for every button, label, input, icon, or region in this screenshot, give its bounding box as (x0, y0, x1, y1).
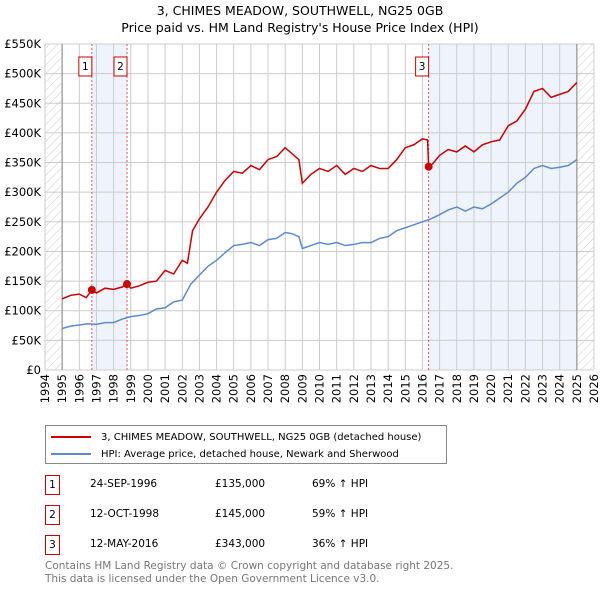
x-tick-label: 1994 (38, 374, 52, 403)
y-tick-label: £150K (4, 274, 41, 288)
x-tick-label: 1999 (124, 374, 138, 403)
sale-label-number: 1 (82, 61, 89, 73)
x-tick-label: 2008 (278, 374, 292, 403)
x-tick-label: 2021 (501, 374, 515, 403)
sale-label-number: 3 (419, 61, 426, 73)
series-line (61, 82, 578, 300)
y-tick-label: £250K (4, 215, 41, 229)
chart-title: 3, CHIMES MEADOW, SOUTHWELL, NG25 0GB (156, 3, 444, 18)
sale-label-box: 3 (415, 56, 430, 77)
sale-date: 12-OCT-1998 (90, 508, 159, 520)
legend-label: 3, CHIMES MEADOW, SOUTHWELL, NG25 0GB (d… (101, 431, 422, 443)
x-tick-label: 1995 (55, 374, 69, 403)
y-tick-label: £100K (4, 304, 41, 318)
x-tick-label: 2006 (244, 374, 258, 403)
x-tick-label: 2000 (141, 374, 155, 403)
sale-label-border (113, 56, 128, 77)
legend-label: HPI: Average price, detached house, Newa… (101, 448, 399, 460)
sale-price: £135,000 (215, 478, 266, 490)
hatched-region (576, 44, 594, 370)
sale-date: 12-MAY-2016 (90, 538, 159, 550)
sale-number: 1 (45, 475, 60, 495)
series-line (61, 158, 578, 330)
x-tick-label: 2001 (158, 374, 172, 403)
x-tick-label: 2013 (364, 374, 378, 403)
x-tick-label: 2002 (175, 374, 189, 403)
sale-row: 3 12-MAY-2016 £343,000 36% ↑ HPI (45, 535, 545, 555)
x-tick-label: 1998 (107, 374, 121, 403)
y-tick-label: £450K (4, 96, 41, 110)
footer-line: This data is licensed under the Open Gov… (45, 572, 380, 585)
x-tick-label: 2004 (210, 374, 224, 403)
y-tick-label: £350K (4, 156, 41, 170)
sale-price: £145,000 (215, 508, 266, 520)
chart-subtitle: Price paid vs. HM Land Registry's House … (121, 20, 479, 35)
x-tick-label: 2003 (192, 374, 206, 403)
footer-line: Contains HM Land Registry data © Crown c… (45, 560, 454, 572)
sale-label-border (78, 56, 93, 77)
x-tick-label: 2011 (330, 374, 344, 403)
x-tick-label: 2009 (295, 374, 309, 403)
x-tick-label: 2019 (467, 374, 481, 403)
x-tick-label: 2026 (587, 374, 600, 403)
x-tick-label: 2024 (553, 374, 567, 403)
shaded-period (91, 44, 128, 370)
x-tick-label: 2017 (433, 374, 447, 403)
sale-number: 2 (45, 505, 60, 525)
x-tick-label: 1996 (72, 374, 86, 403)
x-tick-label: 2005 (227, 374, 241, 403)
sale-price: £343,000 (215, 538, 266, 550)
x-tick-label: 2023 (536, 374, 550, 403)
legend: 3, CHIMES MEADOW, SOUTHWELL, NG25 0GB (d… (45, 425, 447, 464)
legend-item-hpi: HPI: Average price, detached house, Newa… (51, 447, 399, 461)
x-tick-label: 2014 (381, 374, 395, 403)
sale-hpi-delta: 36% ↑ HPI (312, 538, 369, 550)
sale-point (123, 280, 132, 289)
sale-label-box: 2 (113, 56, 128, 77)
sale-point (87, 285, 96, 294)
price-chart: 1994 1995 1996 1997 1998 1999 2000 2001 2002 2003… (4, 37, 600, 403)
x-tick-label: 1997 (89, 374, 103, 403)
red-line-swatch (51, 436, 91, 438)
x-tick-label: 2010 (313, 374, 327, 403)
sale-hpi-delta: 69% ↑ HPI (312, 478, 369, 490)
x-tick-label: 2018 (450, 374, 464, 403)
x-tick-label: 2025 (570, 374, 584, 403)
sale-label-number: 2 (117, 61, 124, 73)
y-tick-label: £400K (4, 126, 41, 140)
sale-row: 1 24-SEP-1996 £135,000 69% ↑ HPI (45, 475, 545, 495)
x-tick-label: 2016 (415, 374, 429, 403)
sale-row: 2 12-OCT-1998 £145,000 59% ↑ HPI (45, 505, 545, 525)
footer: Contains HM Land Registry data © Crown c… (45, 560, 453, 585)
y-tick-label: £0 (26, 363, 41, 377)
x-tick-label: 2020 (484, 374, 498, 403)
sale-hpi-delta: 59% ↑ HPI (312, 508, 369, 520)
x-tick-label: 2022 (518, 374, 532, 403)
x-tick-label: 2007 (261, 374, 275, 403)
blue-line-swatch (51, 453, 91, 455)
y-tick-label: £550K (4, 37, 41, 51)
x-tick-label: 2015 (398, 374, 412, 403)
legend-item-property: 3, CHIMES MEADOW, SOUTHWELL, NG25 0GB (d… (51, 430, 421, 444)
sale-label-box: 1 (78, 56, 93, 77)
hatched-region (45, 44, 63, 370)
sale-number: 3 (45, 535, 60, 555)
y-tick-label: £50K (12, 333, 42, 347)
y-tick-label: £300K (4, 185, 41, 199)
sale-date: 24-SEP-1996 (90, 478, 158, 490)
shaded-period (428, 44, 577, 370)
x-tick-label: 2012 (347, 374, 361, 403)
y-tick-label: £500K (4, 67, 41, 81)
sale-point (424, 162, 433, 171)
sale-label-border (415, 56, 430, 77)
y-tick-label: £200K (4, 244, 41, 258)
